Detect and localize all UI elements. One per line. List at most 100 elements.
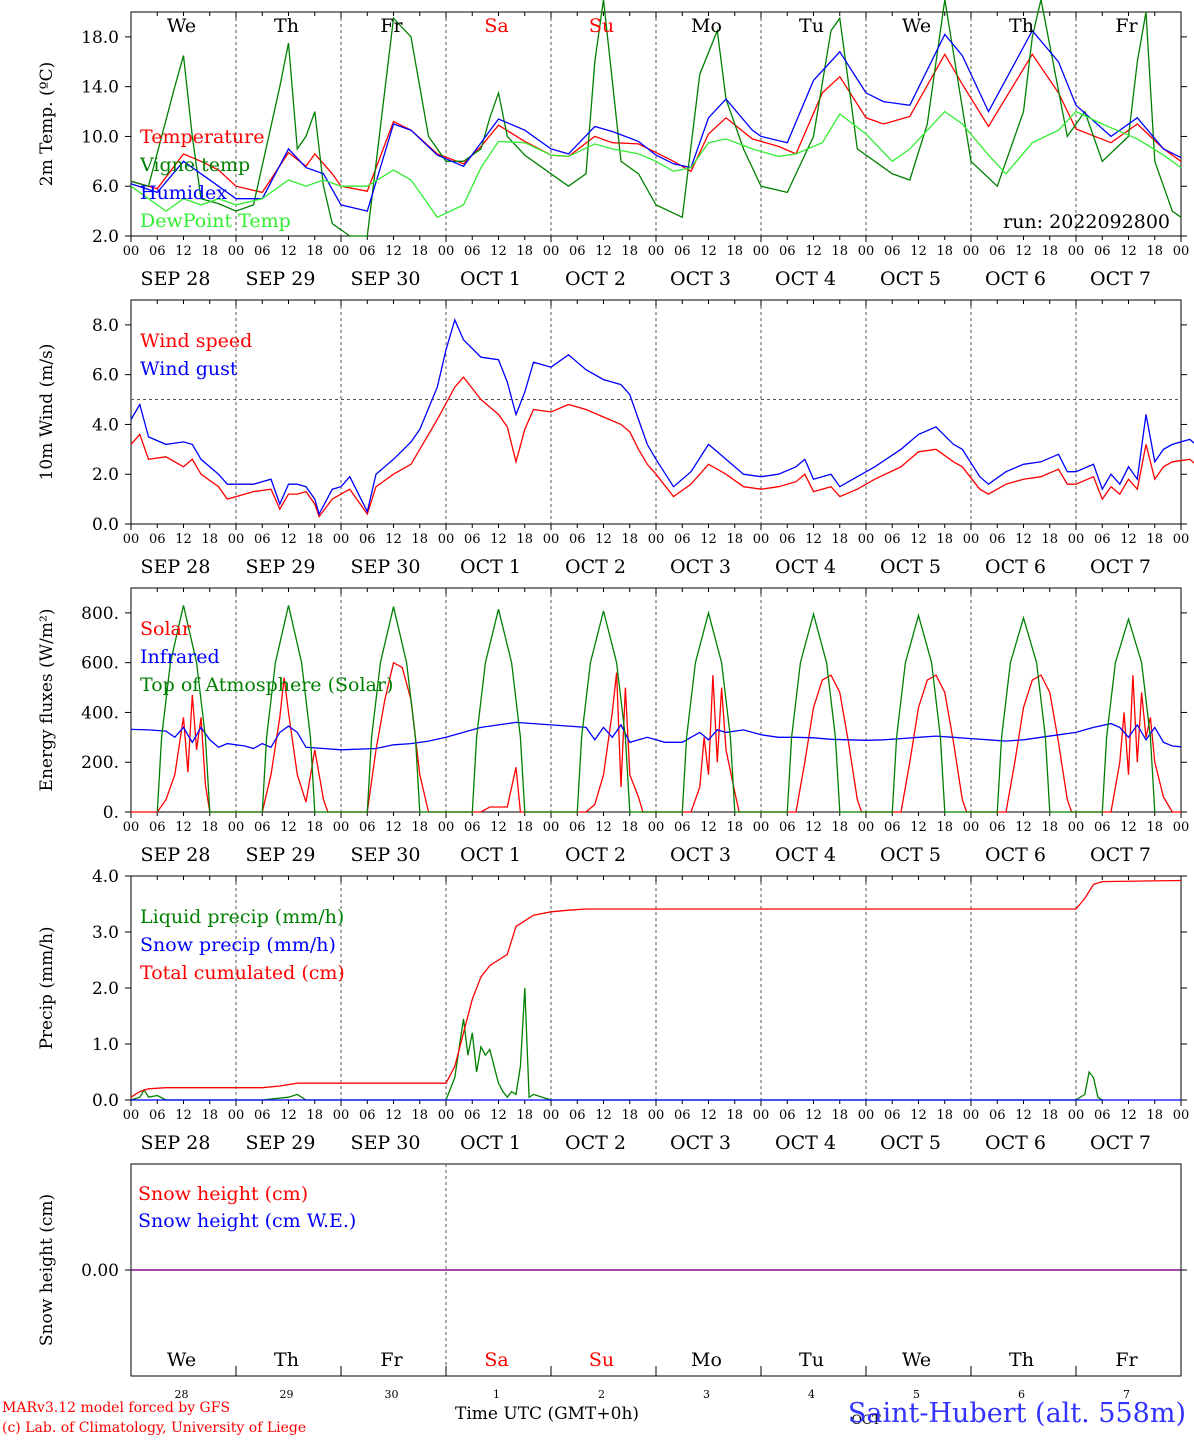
hour-label: 06	[989, 1108, 1006, 1123]
date-label: OCT 7	[1090, 1132, 1151, 1154]
legend-entry: Snow height (cm W.E.)	[138, 1210, 356, 1232]
hour-label: 06	[359, 244, 376, 259]
hour-label: 00	[123, 1108, 140, 1123]
hour-label: 12	[490, 1108, 507, 1123]
hour-label: 06	[674, 1108, 691, 1123]
hour-label: 00	[963, 244, 980, 259]
legend-entry: Wind speed	[140, 330, 252, 352]
hour-label: 18	[936, 532, 953, 547]
hour-label: 00	[648, 244, 665, 259]
hour-label: 12	[805, 532, 822, 547]
weekday-label: We	[902, 15, 931, 37]
hour-label: 06	[1094, 244, 1111, 259]
hour-label: 06	[149, 820, 166, 835]
hour-label: 18	[1146, 1108, 1163, 1123]
hour-label: 12	[595, 532, 612, 547]
series-line	[130, 879, 1182, 1098]
day-number: 2	[598, 1388, 605, 1401]
date-label: OCT 7	[1090, 268, 1151, 290]
weekday-label: We	[167, 1349, 196, 1371]
hour-label: 06	[674, 244, 691, 259]
hour-label: 12	[595, 1108, 612, 1123]
hour-label: 12	[805, 244, 822, 259]
hour-label: 00	[1173, 1108, 1190, 1123]
y-axis-label: Precip (mm/h)	[37, 926, 57, 1049]
y-tick-label: 400.	[81, 703, 119, 723]
hour-label: 00	[438, 244, 455, 259]
series-line	[130, 110, 1182, 219]
weekday-label: Fr	[380, 15, 403, 37]
hour-label: 12	[175, 820, 192, 835]
hour-label: 00	[1173, 532, 1190, 547]
hour-label: 12	[910, 1108, 927, 1123]
hour-label: 06	[569, 244, 586, 259]
hour-label: 06	[464, 532, 481, 547]
hour-label: 12	[175, 1108, 192, 1123]
date-label: SEP 28	[141, 844, 211, 866]
date-label: OCT 3	[670, 556, 731, 578]
hour-label: 06	[359, 820, 376, 835]
day-number: 4	[808, 1388, 815, 1401]
y-axis-label: Snow height (cm)	[37, 1194, 57, 1346]
hour-label: 18	[516, 820, 533, 835]
y-tick-label: 200.	[81, 753, 119, 773]
hour-label: 06	[359, 1108, 376, 1123]
date-label: SEP 29	[246, 1132, 316, 1154]
hour-label: 18	[726, 1108, 743, 1123]
date-label: OCT 3	[670, 844, 731, 866]
hour-label: 12	[1120, 532, 1137, 547]
date-label: OCT 3	[670, 1132, 731, 1154]
hour-label: 00	[648, 532, 665, 547]
day-number: 6	[1018, 1388, 1025, 1401]
hour-label: 12	[280, 820, 297, 835]
weekday-label: Th	[1009, 1349, 1034, 1371]
series-line	[156, 605, 1156, 813]
hour-label: 00	[753, 532, 770, 547]
hour-label: 00	[1173, 820, 1190, 835]
hour-label: 00	[648, 820, 665, 835]
hour-label: 12	[805, 820, 822, 835]
day-number: 1	[493, 1388, 500, 1401]
weekday-label: Fr	[1115, 1349, 1138, 1371]
date-label: OCT 1	[460, 556, 521, 578]
hour-label: 12	[1015, 820, 1032, 835]
hour-label: 18	[306, 1108, 323, 1123]
hour-label: 06	[674, 820, 691, 835]
y-tick-label: 2.0	[92, 227, 119, 247]
hour-label: 06	[674, 532, 691, 547]
hour-label: 00	[1068, 244, 1085, 259]
hour-label: 18	[306, 820, 323, 835]
date-label: OCT 5	[880, 844, 941, 866]
hour-label: 12	[1120, 244, 1137, 259]
date-label: OCT 6	[985, 1132, 1046, 1154]
hour-label: 00	[228, 1108, 245, 1123]
legend-entry: Liquid precip (mm/h)	[140, 906, 344, 928]
hour-label: 12	[385, 820, 402, 835]
hour-label: 00	[858, 1108, 875, 1123]
date-label: OCT 1	[460, 1132, 521, 1154]
weekday-label: We	[902, 1349, 931, 1371]
hour-label: 00	[753, 244, 770, 259]
hour-label: 06	[254, 820, 271, 835]
hour-label: 12	[700, 532, 717, 547]
date-label: SEP 30	[351, 556, 421, 578]
date-label: SEP 28	[141, 556, 211, 578]
day-number: 29	[280, 1388, 294, 1401]
hour-label: 12	[1015, 1108, 1032, 1123]
panel-frame	[130, 299, 1182, 525]
hour-label: 18	[516, 244, 533, 259]
hour-label: 12	[280, 244, 297, 259]
date-label: OCT 4	[775, 556, 836, 578]
y-tick-label: 6.0	[92, 366, 119, 386]
weekday-label: Th	[1009, 15, 1034, 37]
hour-label: 06	[884, 244, 901, 259]
hour-label: 12	[700, 1108, 717, 1123]
hour-label: 18	[201, 532, 218, 547]
model-credit: MARv3.12 model forced by GFS	[2, 1400, 231, 1416]
y-tick-label: 2.0	[92, 465, 119, 485]
hour-label: 12	[1120, 1108, 1137, 1123]
weekday-label: We	[167, 15, 196, 37]
hour-label: 00	[963, 532, 980, 547]
y-tick-label: 800.	[81, 604, 119, 624]
series-line	[131, 661, 1181, 813]
